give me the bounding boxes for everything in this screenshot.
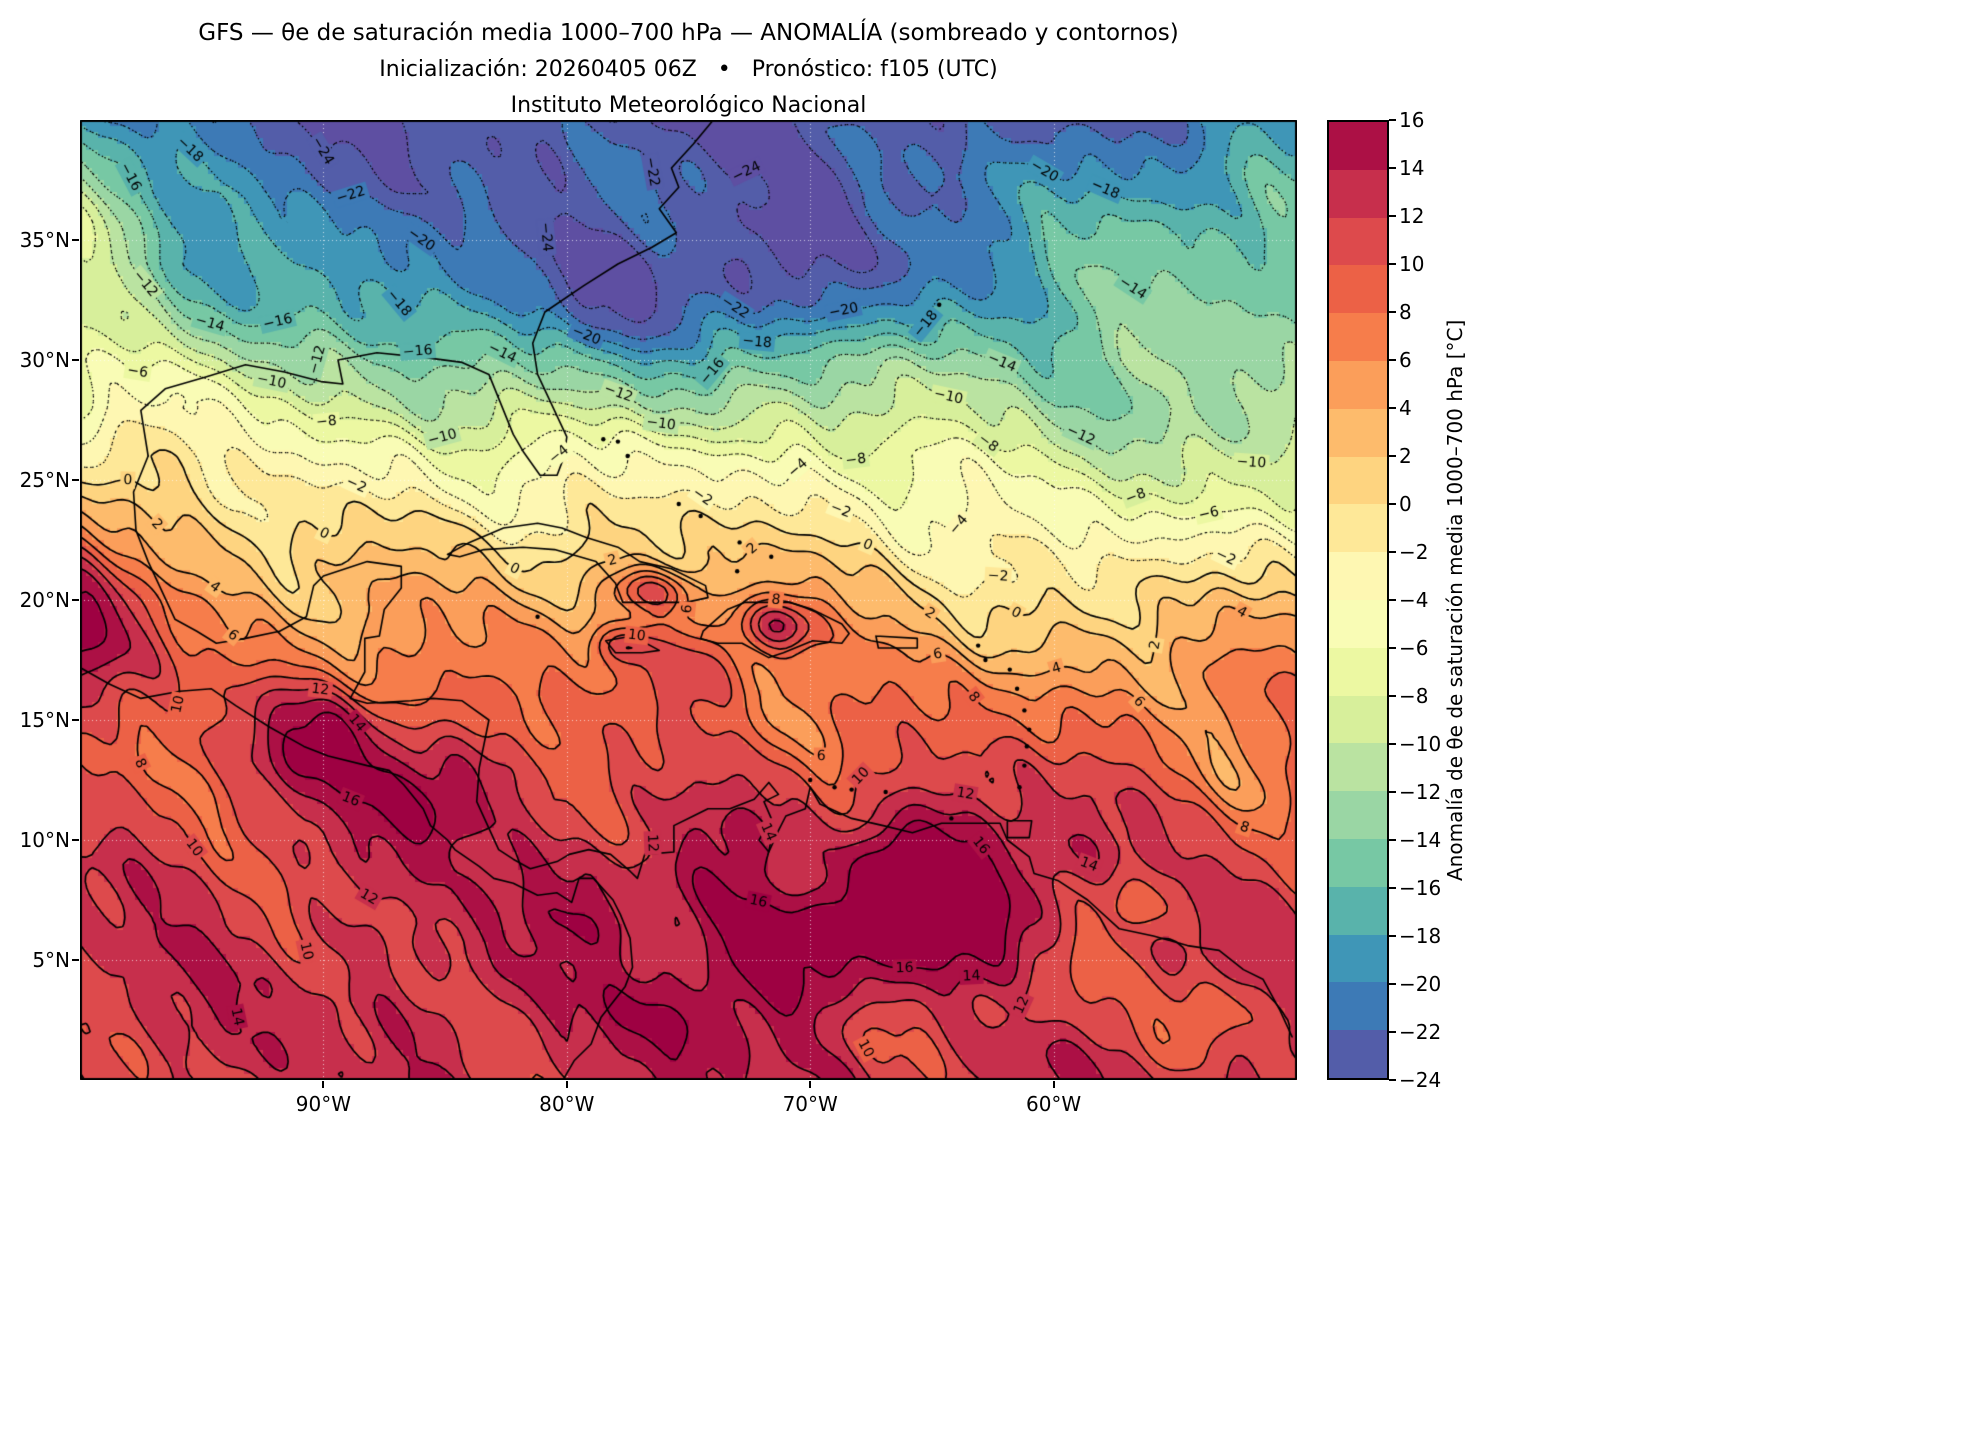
colorbar-tick-label: −16 (1399, 876, 1442, 900)
colorbar-cell (1329, 552, 1387, 600)
colorbar (1327, 120, 1389, 1080)
colorbar-tick-label: 8 (1399, 300, 1412, 324)
colorbar-cell (1329, 982, 1387, 1031)
colorbar-tick-label: 10 (1399, 252, 1425, 276)
lat-tick-label: 30°N (19, 348, 70, 372)
colorbar-tick-label: −18 (1399, 924, 1442, 948)
colorbar-tick-label: −14 (1399, 828, 1442, 852)
colorbar-cell (1329, 934, 1387, 983)
colorbar-tick-mark (1389, 983, 1396, 985)
colorbar-tick-label: 16 (1399, 108, 1425, 132)
colorbar-tick-label: −2 (1399, 540, 1429, 564)
colorbar-tick-mark (1389, 935, 1396, 937)
colorbar-tick-mark (1389, 791, 1396, 793)
colorbar-label: Anomalía de θe de saturación media 1000–… (1443, 319, 1467, 881)
colorbar-tick-mark (1389, 263, 1396, 265)
colorbar-tick-label: −8 (1399, 684, 1429, 708)
colorbar-tick-label: 4 (1399, 396, 1412, 420)
lat-tick-label: 5°N (32, 948, 70, 972)
colorbar-tick-mark (1389, 599, 1396, 601)
lat-tick-mark (72, 959, 79, 961)
colorbar-cell (1329, 217, 1387, 266)
colorbar-tick-label: −12 (1399, 780, 1442, 804)
anomaly-map-canvas (80, 120, 1297, 1080)
lon-tick-label: 90°W (295, 1092, 351, 1116)
lat-tick-mark (72, 599, 79, 601)
colorbar-tick-label: 2 (1399, 444, 1412, 468)
colorbar-tick-label: −4 (1399, 588, 1429, 612)
lat-tick-label: 15°N (19, 708, 70, 732)
colorbar-tick-label: −10 (1399, 732, 1442, 756)
colorbar-tick-label: 0 (1399, 492, 1412, 516)
lat-tick-mark (72, 359, 79, 361)
lon-tick-mark (565, 1081, 568, 1088)
colorbar-tick-label: 6 (1399, 348, 1412, 372)
colorbar-cell (1329, 886, 1387, 935)
lon-tick-label: 70°W (782, 1092, 838, 1116)
colorbar-tick-mark (1389, 359, 1396, 361)
colorbar-cell (1329, 647, 1387, 696)
lat-tick-label: 20°N (19, 588, 70, 612)
colorbar-tick-mark (1389, 695, 1396, 697)
lon-tick-mark (1052, 1081, 1055, 1088)
lat-tick-label: 25°N (19, 468, 70, 492)
colorbar-cell (1329, 169, 1387, 218)
lat-tick-mark (72, 839, 79, 841)
lon-tick-mark (322, 1081, 325, 1088)
colorbar-cell (1329, 265, 1387, 314)
lat-tick-mark (72, 719, 79, 721)
colorbar-tick-label: −22 (1399, 1020, 1442, 1044)
colorbar-cell (1329, 408, 1387, 457)
colorbar-cell (1329, 695, 1387, 744)
lat-tick-mark (72, 239, 79, 241)
colorbar-tick-label: −24 (1399, 1068, 1442, 1092)
colorbar-tick-mark (1389, 839, 1396, 841)
colorbar-cells (1329, 122, 1387, 1078)
lat-tick-label: 10°N (19, 828, 70, 852)
colorbar-tick-mark (1389, 647, 1396, 649)
colorbar-cell (1329, 599, 1387, 648)
lat-tick-mark (72, 479, 79, 481)
colorbar-cell (1329, 791, 1387, 839)
colorbar-tick-mark (1389, 119, 1396, 121)
colorbar-cell (1329, 504, 1387, 553)
colorbar-tick-mark (1389, 215, 1396, 217)
colorbar-cell (1329, 360, 1387, 409)
colorbar-tick-mark (1389, 743, 1396, 745)
chart-subtitle: Inicialización: 20260405 06Z • Pronóstic… (379, 57, 998, 82)
colorbar-cell (1329, 838, 1387, 887)
lon-tick-label: 60°W (1025, 1092, 1082, 1116)
colorbar-tick-label: −6 (1399, 636, 1429, 660)
chart-institution: Instituto Meteorológico Nacional (510, 93, 867, 118)
colorbar-tick-mark (1389, 167, 1396, 169)
colorbar-tick-mark (1389, 503, 1396, 505)
lon-tick-mark (809, 1081, 812, 1088)
colorbar-tick-mark (1389, 455, 1396, 457)
map-frame (80, 120, 1297, 1080)
chart-title: GFS — θe de saturación media 1000–700 hP… (198, 20, 1179, 46)
colorbar-cell (1329, 122, 1387, 170)
colorbar-cell (1329, 1030, 1387, 1078)
colorbar-tick-mark (1389, 1079, 1396, 1081)
colorbar-cell (1329, 743, 1387, 792)
colorbar-tick-label: 12 (1399, 204, 1425, 228)
colorbar-tick-label: −20 (1399, 972, 1442, 996)
colorbar-tick-mark (1389, 311, 1396, 313)
colorbar-tick-mark (1389, 551, 1396, 553)
colorbar-tick-mark (1389, 407, 1396, 409)
colorbar-cell (1329, 456, 1387, 505)
colorbar-tick-mark (1389, 1031, 1396, 1033)
lat-tick-label: 35°N (19, 228, 70, 252)
colorbar-cell (1329, 313, 1387, 361)
colorbar-tick-mark (1389, 887, 1396, 889)
lon-tick-label: 80°W (539, 1092, 595, 1116)
colorbar-tick-label: 14 (1399, 156, 1425, 180)
